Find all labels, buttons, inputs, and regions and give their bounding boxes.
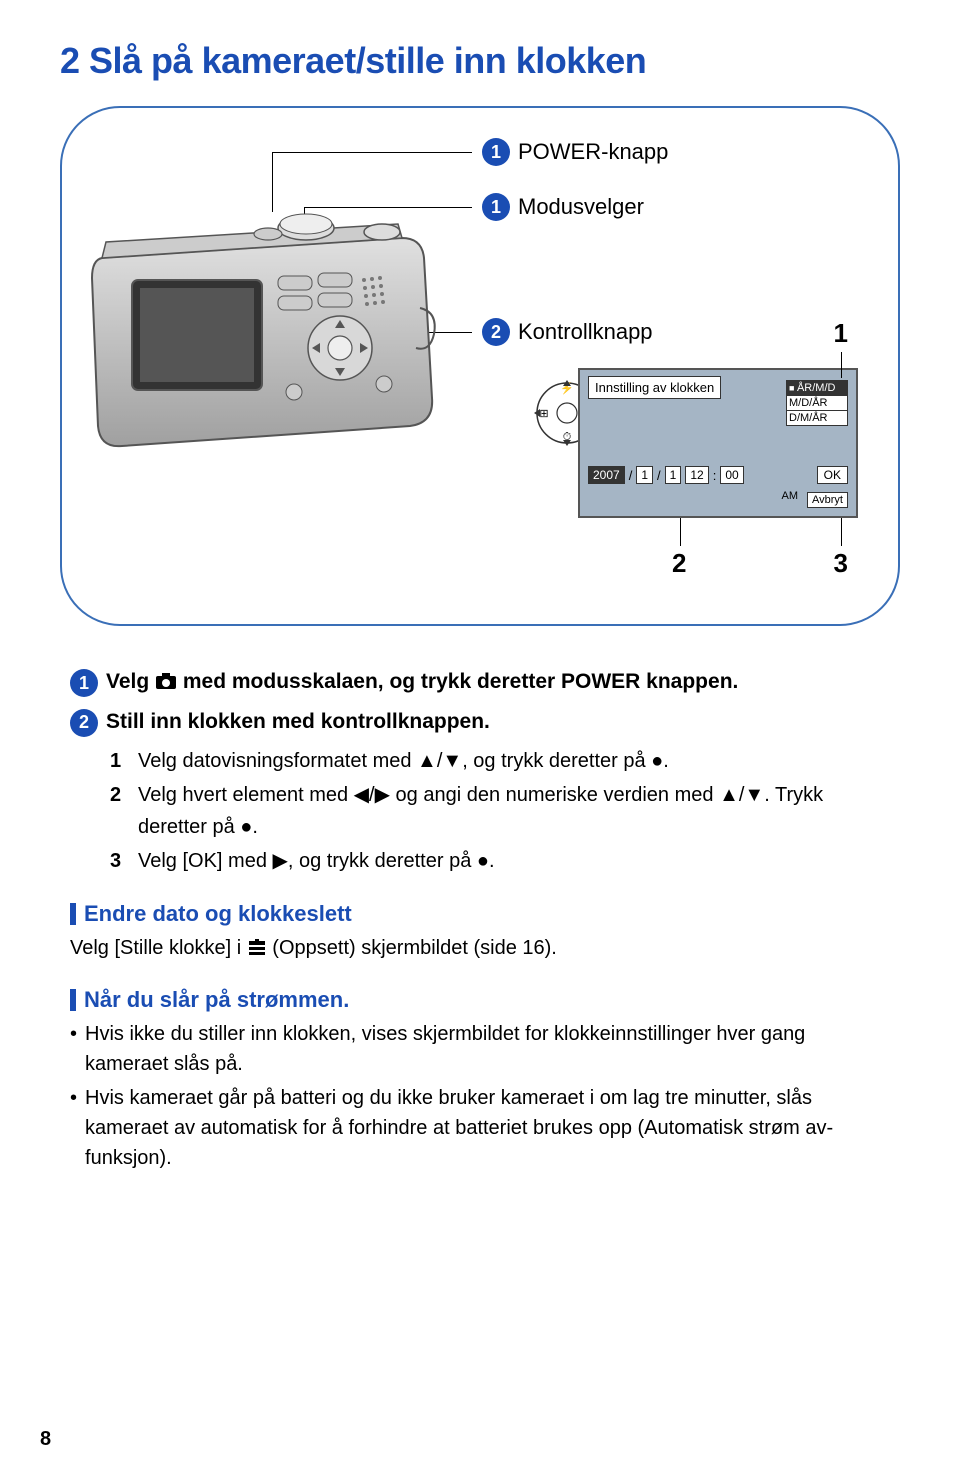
lcd-am: AM	[782, 490, 799, 502]
lcd-year: 2007	[588, 466, 625, 484]
lcd-format-selected: ÅR/M/D	[786, 380, 848, 396]
lcd-cancel: Avbryt	[807, 492, 848, 508]
bullet-2: Hvis kameraet går på batteri og du ikke …	[70, 1083, 890, 1173]
lcd-ok: OK	[817, 466, 848, 484]
pointer-3: 3	[834, 548, 848, 579]
pointer-2: 2	[672, 548, 686, 579]
svg-text:⊞: ⊞	[539, 408, 548, 420]
power-on-bullets: Hvis ikke du stiller inn klokken, vises …	[70, 1019, 890, 1173]
lcd-hour: 12	[685, 466, 708, 484]
step-1: 1 Velg med modusskalaen, og trykk derett…	[70, 666, 890, 698]
step-2-badge-icon: 2	[70, 709, 98, 737]
bullet-1: Hvis ikke du stiller inn klokken, vises …	[70, 1019, 890, 1079]
callout-mode: 1 Modusvelger	[482, 193, 644, 221]
lcd-format: D/M/ÅR	[786, 410, 848, 426]
badge-2-icon: 2	[482, 318, 510, 346]
lcd-min: 00	[720, 466, 743, 484]
sub-step-3: 3 Velg [OK] med ▶, og trykk deretter på …	[110, 845, 890, 877]
instructions: 1 Velg med modusskalaen, og trykk derett…	[60, 666, 900, 1173]
lcd-day: 1	[665, 466, 682, 484]
lcd-screen: Innstilling av klokken ÅR/M/D M/D/ÅR D/M…	[578, 368, 858, 518]
sub-step-2: 2 Velg hvert element med ◀/▶ og angi den…	[110, 779, 890, 843]
lcd-format-list: ÅR/M/D M/D/ÅR D/M/ÅR	[786, 380, 848, 425]
page-number: 8	[40, 1428, 51, 1451]
section-change-date: Endre dato og klokkeslett	[70, 901, 890, 927]
pointer-1: 1	[834, 318, 848, 349]
step-1-badge-icon: 1	[70, 669, 98, 697]
diagram-container: 1 POWER-knapp 1 Modusvelger 2 Kontrollkn…	[60, 106, 900, 626]
step-1-post: med modusskalaen, og trykk deretter POWE…	[177, 670, 738, 693]
section-power-on: Når du slår på strømmen.	[70, 987, 890, 1013]
section-change-date-body: Velg [Stille klokke] i (Oppsett) skjermb…	[70, 933, 890, 963]
callout-power-label: POWER-knapp	[518, 139, 668, 165]
callout-power: 1 POWER-knapp	[482, 138, 668, 166]
setup-icon	[247, 939, 267, 957]
sub-2-text: Velg hvert element med ◀/▶ og angi den n…	[138, 779, 890, 843]
leader-line	[272, 152, 472, 153]
sub-step-1: 1 Velg datovisningsformatet med ▲/▼, og …	[110, 745, 890, 777]
step-2-text: Still inn klokken med kontrollknappen.	[106, 710, 490, 733]
camera-mode-icon	[155, 672, 177, 690]
sub-1-text: Velg datovisningsformatet med ▲/▼, og tr…	[138, 745, 890, 777]
step-1-pre: Velg	[106, 670, 155, 693]
sub-steps: 1 Velg datovisningsformatet med ▲/▼, og …	[110, 745, 890, 877]
callout-control-label: Kontrollknapp	[518, 319, 653, 345]
lcd-date-row: 2007 / 1 / 1 12 : 00	[588, 466, 744, 484]
step-2: 2 Still inn klokken med kontrollknappen.	[70, 706, 890, 738]
page-title: 2 Slå på kameraet/stille inn klokken	[60, 40, 900, 82]
lcd-title: Innstilling av klokken	[588, 376, 721, 399]
lcd-format: M/D/ÅR	[786, 395, 848, 411]
callout-control: 2 Kontrollknapp	[482, 318, 653, 346]
badge-1b-icon: 1	[482, 193, 510, 221]
badge-1-icon: 1	[482, 138, 510, 166]
callout-mode-label: Modusvelger	[518, 194, 644, 220]
sub-3-text: Velg [OK] med ▶, og trykk deretter på ●.	[138, 845, 890, 877]
lcd-month: 1	[636, 466, 653, 484]
camera-illustration	[82, 198, 442, 478]
